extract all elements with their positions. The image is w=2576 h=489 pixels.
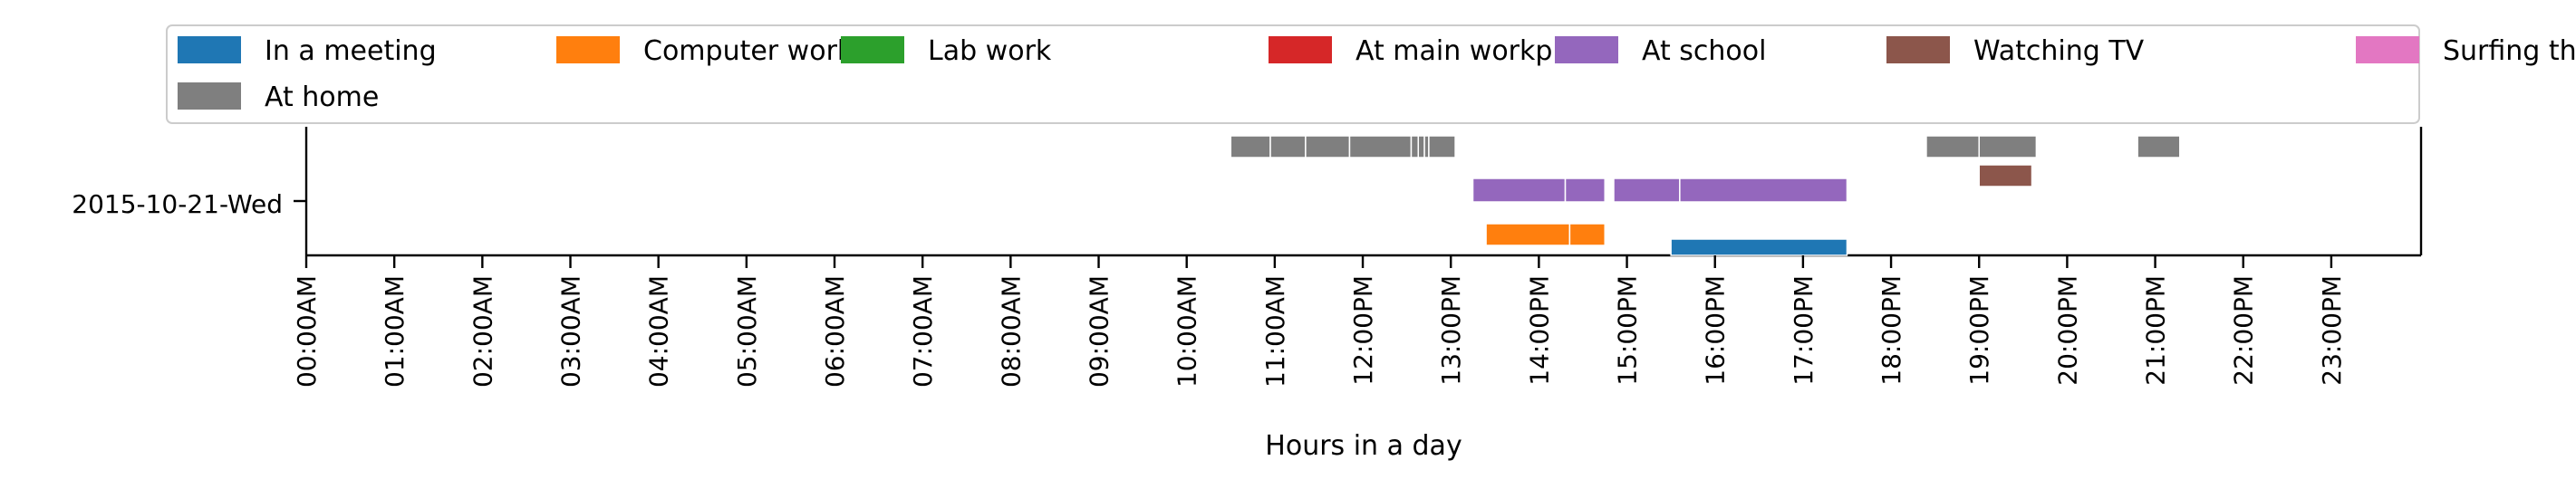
segment-at-home	[1978, 135, 2038, 158]
legend-swatch	[2356, 36, 2419, 63]
x-tick-label: 22:00PM	[2229, 275, 2259, 386]
x-tick-label: 13:00PM	[1436, 275, 1466, 386]
x-tick-label: 03:00AM	[556, 275, 586, 388]
segment-at-home	[1925, 135, 1980, 158]
segment-in-a-meeting	[1670, 238, 1848, 256]
legend-label: Computer work	[643, 35, 854, 67]
legend-label: At home	[265, 82, 379, 113]
legend-swatch	[1269, 36, 1332, 63]
x-tick-label: 17:00PM	[1789, 275, 1819, 386]
segment-at-home	[1348, 135, 1413, 158]
segment-at-home	[1269, 135, 1307, 158]
x-tick-label: 10:00AM	[1172, 275, 1202, 388]
legend-box	[166, 24, 2420, 124]
segment-at-school	[1613, 177, 1681, 203]
legend-label: Watching TV	[1973, 35, 2145, 67]
x-tick-label: 19:00PM	[1964, 275, 1994, 386]
x-tick-label: 21:00PM	[2141, 275, 2171, 386]
segment-at-school	[1471, 177, 1567, 203]
legend-swatch	[556, 36, 620, 63]
legend-swatch	[1886, 36, 1950, 63]
legend-swatch	[178, 82, 241, 110]
segment-at-school	[1564, 177, 1606, 203]
x-tick-label: 07:00AM	[908, 275, 938, 388]
segment-computer-work	[1485, 223, 1571, 246]
segment-at-home	[1410, 135, 1420, 158]
x-tick-label: 18:00PM	[1877, 275, 1906, 386]
segment-watching-tv	[1978, 164, 2033, 187]
y-tick-label: 2015-10-21-Wed	[72, 189, 283, 219]
legend: In a meeting Computer work Lab work At main…	[166, 24, 2576, 124]
x-tick-label: 04:00AM	[644, 275, 674, 388]
x-tick-label: 02:00AM	[468, 275, 497, 388]
legend-label: At school	[1642, 35, 1766, 67]
x-tick-label: 12:00PM	[1348, 275, 1378, 386]
x-tick-label: 11:00AM	[1260, 275, 1290, 388]
legend-label: Lab work	[928, 35, 1052, 67]
activity-segments	[1230, 135, 2181, 256]
x-axis-label: Hours in a day	[1265, 430, 1462, 462]
x-tick-label: 01:00AM	[380, 275, 410, 388]
segment-at-school	[1679, 177, 1848, 203]
segment-at-home	[1230, 135, 1271, 158]
x-tick-label: 16:00PM	[1701, 275, 1731, 386]
x-axis: 00:00AM 01:00AM 02:00AM 03:00AM 04:00AM 05:00…	[292, 255, 2347, 388]
x-tick-label: 00:00AM	[292, 275, 322, 388]
segment-at-home	[1305, 135, 1351, 158]
x-tick-label: 20:00PM	[2052, 275, 2082, 386]
x-tick-label: 05:00AM	[732, 275, 762, 388]
x-tick-label: 14:00PM	[1524, 275, 1554, 386]
x-tick-label: 08:00AM	[996, 275, 1026, 388]
legend-swatch	[841, 36, 904, 63]
x-tick-label: 15:00PM	[1613, 275, 1643, 386]
legend-label: In a meeting	[265, 35, 437, 67]
x-tick-label: 06:00AM	[820, 275, 850, 388]
x-tick-label: 09:00AM	[1085, 275, 1114, 388]
segment-at-home	[1417, 135, 1425, 158]
legend-label: Surfing the internet	[2443, 35, 2576, 67]
x-tick-label: 23:00PM	[2317, 275, 2347, 386]
legend-swatch	[1555, 36, 1618, 63]
legend-swatch	[178, 36, 241, 63]
segment-at-home	[2137, 135, 2181, 158]
segment-at-home	[1428, 135, 1456, 158]
segment-computer-work	[1568, 223, 1606, 246]
